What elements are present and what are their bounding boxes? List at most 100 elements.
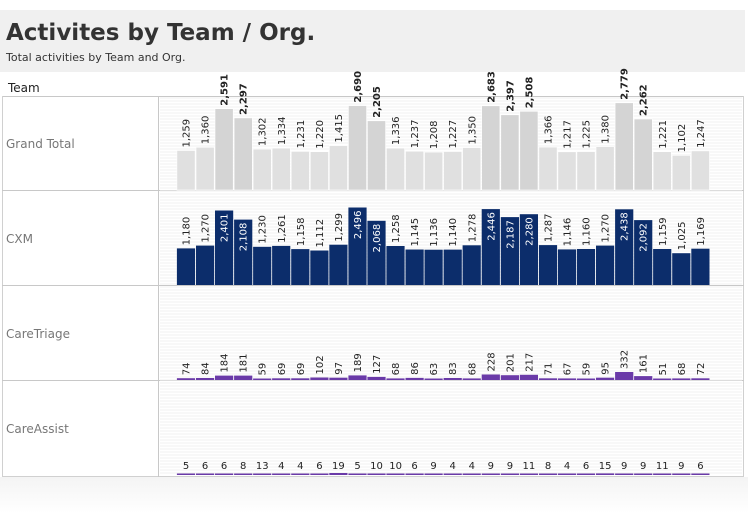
bar-care-triage-10[interactable]: [348, 375, 367, 380]
bar-care-assist-3[interactable]: [215, 473, 234, 476]
bar-care-triage-9[interactable]: [329, 377, 348, 380]
bar-care-triage-6[interactable]: [272, 378, 291, 380]
bar-care-assist-21[interactable]: [557, 473, 577, 476]
bar-care-triage-7[interactable]: [291, 378, 310, 380]
bar-cxm-18[interactable]: [500, 217, 519, 285]
bar-care-assist-18[interactable]: [500, 473, 519, 476]
bar-grand-total-15[interactable]: [443, 151, 463, 191]
bar-care-assist-13[interactable]: [405, 473, 424, 476]
bar-grand-total-2[interactable]: [195, 147, 215, 191]
bar-care-triage-26[interactable]: [653, 378, 672, 381]
bar-care-triage-13[interactable]: [405, 377, 424, 380]
bar-care-assist-5[interactable]: [253, 473, 272, 476]
bar-care-triage-27[interactable]: [672, 378, 691, 380]
bar-grand-total-13[interactable]: [405, 150, 425, 191]
bar-cxm-19[interactable]: [519, 214, 538, 285]
bar-grand-total-22[interactable]: [576, 151, 596, 191]
bar-care-assist-17[interactable]: [481, 473, 500, 476]
bar-care-triage-2[interactable]: [196, 378, 215, 380]
bar-grand-total-19[interactable]: [519, 111, 539, 191]
bar-grand-total-27[interactable]: [671, 155, 691, 191]
bar-cxm-23[interactable]: [596, 245, 615, 285]
bar-grand-total-25[interactable]: [633, 118, 653, 191]
bar-cxm-4[interactable]: [234, 219, 253, 285]
bar-care-triage-24[interactable]: [615, 372, 634, 380]
bar-cxm-10[interactable]: [348, 207, 367, 286]
bar-care-triage-5[interactable]: [253, 378, 272, 381]
bar-care-assist-24[interactable]: [615, 473, 634, 476]
bar-grand-total-3[interactable]: [214, 108, 234, 191]
bar-grand-total-1[interactable]: [176, 150, 196, 191]
bar-care-triage-23[interactable]: [596, 377, 615, 380]
bar-care-triage-1[interactable]: [176, 378, 196, 380]
bar-care-triage-11[interactable]: [367, 376, 386, 380]
bar-care-triage-21[interactable]: [557, 378, 577, 380]
bar-care-triage-16[interactable]: [462, 378, 481, 380]
bar-care-assist-6[interactable]: [272, 473, 291, 476]
bar-care-triage-3[interactable]: [215, 375, 234, 380]
bar-grand-total-23[interactable]: [595, 146, 615, 191]
bar-cxm-1[interactable]: [176, 248, 196, 285]
row-label-grand-total[interactable]: Grand Total: [6, 137, 75, 151]
bar-care-triage-25[interactable]: [634, 376, 653, 380]
bar-cxm-24[interactable]: [615, 209, 634, 285]
bar-cxm-5[interactable]: [253, 246, 272, 285]
bar-cxm-22[interactable]: [576, 249, 596, 285]
bar-care-triage-15[interactable]: [443, 378, 462, 380]
bar-care-assist-1[interactable]: [176, 473, 196, 476]
bar-care-triage-17[interactable]: [481, 374, 500, 381]
bar-cxm-27[interactable]: [672, 253, 691, 285]
bar-care-assist-28[interactable]: [691, 473, 710, 476]
bar-care-assist-9[interactable]: [329, 473, 348, 475]
bar-care-triage-12[interactable]: [386, 378, 405, 380]
bar-care-triage-28[interactable]: [691, 378, 710, 380]
bar-grand-total-5[interactable]: [252, 148, 272, 191]
bar-care-assist-25[interactable]: [634, 473, 653, 476]
bar-cxm-8[interactable]: [310, 250, 329, 286]
bar-care-assist-7[interactable]: [291, 473, 310, 476]
bar-grand-total-17[interactable]: [481, 105, 501, 191]
bar-cxm-12[interactable]: [386, 246, 405, 285]
bar-cxm-28[interactable]: [691, 248, 710, 285]
bar-grand-total-18[interactable]: [500, 114, 520, 191]
bar-grand-total-28[interactable]: [690, 150, 710, 191]
bar-cxm-14[interactable]: [424, 249, 443, 285]
bar-care-assist-27[interactable]: [672, 473, 691, 476]
bar-grand-total-8[interactable]: [309, 151, 329, 191]
bar-care-assist-2[interactable]: [196, 473, 215, 476]
bar-grand-total-16[interactable]: [462, 147, 482, 191]
bar-care-assist-16[interactable]: [462, 473, 481, 476]
bar-cxm-25[interactable]: [634, 220, 653, 285]
bar-care-triage-19[interactable]: [519, 374, 538, 380]
bar-cxm-2[interactable]: [196, 245, 215, 285]
bar-care-triage-8[interactable]: [310, 377, 329, 381]
bar-care-triage-14[interactable]: [424, 378, 443, 381]
bar-grand-total-14[interactable]: [424, 151, 444, 191]
bar-cxm-13[interactable]: [405, 249, 424, 286]
bar-grand-total-21[interactable]: [557, 151, 577, 191]
bar-grand-total-4[interactable]: [233, 117, 253, 191]
bar-grand-total-20[interactable]: [538, 146, 558, 191]
bar-grand-total-26[interactable]: [652, 151, 672, 191]
bar-cxm-17[interactable]: [481, 209, 500, 285]
bar-care-assist-23[interactable]: [596, 473, 615, 475]
bar-care-assist-14[interactable]: [424, 473, 443, 476]
bar-care-assist-11[interactable]: [367, 473, 386, 476]
bar-care-triage-22[interactable]: [576, 378, 596, 381]
bar-cxm-11[interactable]: [367, 220, 386, 285]
bar-care-assist-26[interactable]: [653, 473, 672, 476]
bar-cxm-21[interactable]: [557, 249, 577, 285]
bar-care-assist-19[interactable]: [519, 473, 538, 476]
bar-care-assist-4[interactable]: [234, 473, 253, 476]
row-label-cxm[interactable]: CXM: [6, 232, 33, 246]
bar-care-assist-10[interactable]: [348, 473, 367, 476]
bar-care-assist-12[interactable]: [386, 473, 405, 476]
bar-care-assist-8[interactable]: [310, 473, 329, 476]
bar-care-assist-22[interactable]: [576, 473, 596, 476]
bar-grand-total-10[interactable]: [348, 105, 367, 191]
bar-cxm-20[interactable]: [538, 245, 558, 285]
bar-grand-total-7[interactable]: [290, 151, 310, 191]
bar-cxm-6[interactable]: [272, 245, 291, 285]
bar-cxm-3[interactable]: [215, 210, 234, 286]
bar-care-triage-20[interactable]: [538, 378, 558, 380]
